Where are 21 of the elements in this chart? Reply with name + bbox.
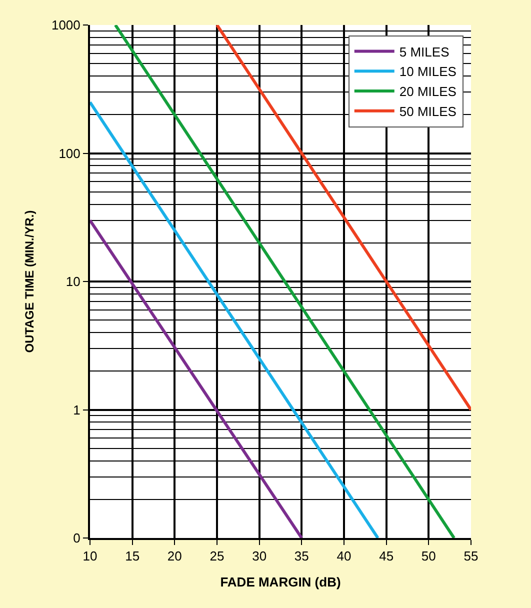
legend-label: 50 MILES: [399, 104, 457, 119]
x-tick-label: 25: [210, 548, 224, 564]
y-tick-label: 1000: [51, 18, 80, 33]
x-axis-title: FADE MARGIN (dB): [220, 574, 341, 590]
y-tick-label: 100: [58, 146, 80, 161]
legend-label: 5 MILES: [399, 44, 450, 60]
x-tick-label: 55: [464, 548, 478, 564]
x-tick-label: 50: [421, 548, 436, 564]
legend-label: 10 MILES: [399, 64, 457, 80]
y-tick-label: 10: [66, 274, 80, 290]
x-tick-label: 10: [82, 548, 98, 564]
x-tick-label: 35: [294, 548, 309, 564]
x-tick-label: 30: [252, 548, 267, 564]
x-tick-label: 20: [167, 548, 182, 564]
x-tick-label: 15: [125, 548, 140, 564]
legend-label: 20 MILES: [399, 84, 457, 100]
y-tick-label: 1: [73, 402, 80, 418]
y-axis-title: OUTAGE TIME (MIN./YR.): [22, 210, 36, 353]
y-tick-label: 0: [73, 530, 80, 546]
x-tick-label: 45: [379, 548, 394, 564]
x-tick-label: 40: [336, 548, 352, 564]
